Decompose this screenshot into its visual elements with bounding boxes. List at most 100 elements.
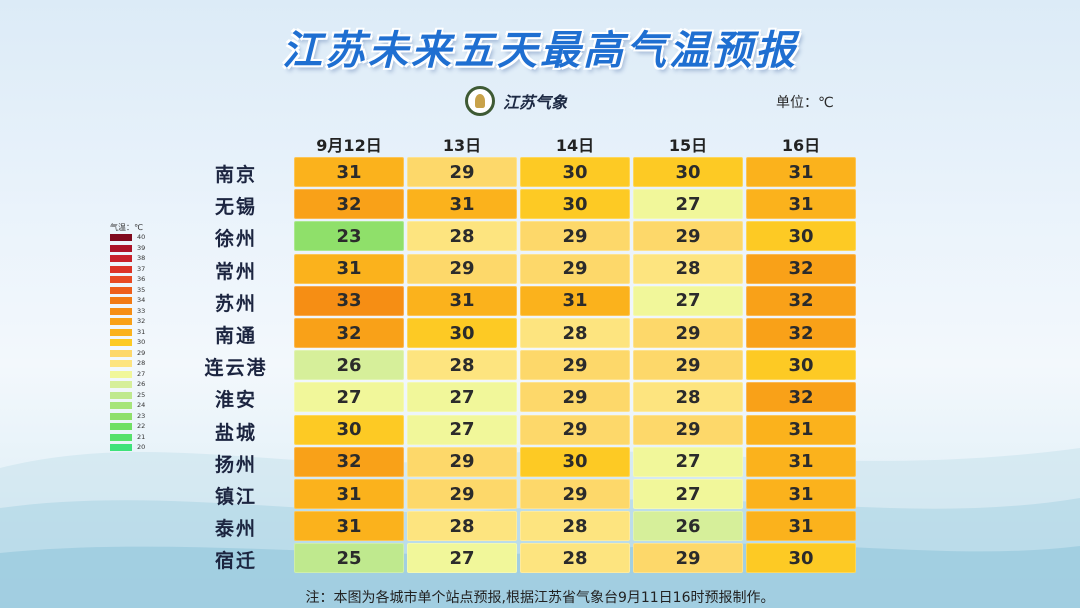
legend-swatch: [110, 297, 132, 304]
temperature-cell: 29: [520, 253, 630, 284]
column-header-0: 9月12日: [316, 136, 382, 155]
temperature-cell: 31: [746, 414, 856, 445]
temperature-cell: 23: [294, 221, 404, 252]
legend-value: 39: [137, 243, 146, 252]
temperature-cell: 27: [633, 285, 743, 316]
temperature-cell: 31: [294, 157, 404, 187]
temperature-cell: 31: [746, 157, 856, 187]
temperature-cell: 30: [294, 414, 404, 445]
temperature-cell: 28: [633, 253, 743, 284]
row-label-city: 苏州: [214, 292, 257, 315]
temperature-cell: 27: [407, 414, 517, 445]
temperature-cell: 29: [633, 318, 743, 348]
logo: 江苏气象: [465, 86, 567, 116]
row-label-city: 无锡: [214, 196, 257, 219]
legend-swatch: [110, 307, 132, 315]
column-header-1: 13日: [442, 136, 482, 155]
legend-value: 38: [137, 254, 146, 262]
temperature-cell: 32: [746, 318, 856, 348]
legend-swatch: [110, 244, 132, 252]
row-label-city: 镇江: [214, 486, 257, 508]
legend-swatch: [110, 349, 132, 357]
legend-swatch: [110, 318, 132, 325]
legend-value: 21: [137, 432, 146, 441]
page-title: 江苏未来五天最高气温预报: [282, 28, 798, 74]
row-label-city: 盐城: [214, 421, 257, 444]
legend-swatch: [110, 433, 132, 441]
temperature-cell: 27: [407, 543, 517, 574]
temperature-cell: 28: [407, 350, 517, 381]
temperature-cell: 26: [294, 350, 404, 381]
legend-value: 24: [137, 401, 146, 409]
legend-title: 气温：℃: [110, 223, 143, 232]
temperature-cell: 32: [294, 446, 404, 477]
legend-swatch: [110, 286, 132, 294]
temperature-cell: 31: [746, 479, 856, 509]
temperature-cell: 26: [633, 511, 743, 542]
row-label-city: 宿迁: [214, 550, 257, 573]
temperature-cell: 32: [746, 382, 856, 413]
legend-value: 31: [137, 327, 146, 336]
temperature-cell: 29: [407, 157, 517, 187]
legend-value: 35: [137, 285, 146, 294]
temperature-cell: 30: [746, 543, 856, 574]
temperature-cell: 31: [746, 511, 856, 542]
temperature-cell: 25: [294, 543, 404, 574]
legend-swatch: [110, 234, 132, 241]
temperature-cell: 28: [407, 511, 517, 542]
temperature-cell: 29: [633, 414, 743, 445]
temperature-cell: 31: [294, 479, 404, 509]
temperature-cell: 31: [294, 511, 404, 542]
temperature-cell: 29: [407, 446, 517, 477]
row-label-city: 泰州: [214, 518, 257, 541]
legend-swatch: [110, 402, 132, 409]
temperature-cell: 30: [746, 350, 856, 381]
temperature-cell: 29: [407, 253, 517, 284]
row-label-city: 淮安: [214, 389, 257, 412]
temperature-cell: 29: [520, 414, 630, 445]
legend-value: 22: [137, 422, 146, 430]
legend-swatch: [110, 412, 132, 420]
row-label-city: 连云港: [204, 357, 268, 380]
legend-value: 23: [137, 411, 146, 420]
temperature-cell: 31: [294, 253, 404, 284]
legend-value: 29: [137, 348, 146, 357]
legend-value: 37: [137, 264, 146, 273]
legend-swatch: [110, 265, 132, 273]
temperature-cell: 31: [407, 189, 517, 220]
temperature-cell: 29: [520, 350, 630, 381]
temperature-cell: 33: [294, 285, 404, 316]
column-header-4: 16日: [781, 136, 821, 155]
legend-swatch: [110, 423, 132, 430]
legend-swatch: [110, 255, 132, 262]
temperature-cell: 29: [520, 479, 630, 509]
legend-value: 20: [137, 443, 146, 451]
row-label-city: 扬州: [214, 453, 257, 476]
temperature-cell: 32: [294, 318, 404, 348]
temperature-cell: 27: [633, 189, 743, 220]
row-label-city: 南京: [214, 164, 257, 186]
temperature-cell: 31: [746, 446, 856, 477]
legend-value: 25: [137, 390, 146, 399]
legend-value: 33: [137, 306, 146, 315]
legend-swatch: [110, 391, 132, 399]
temperature-cell: 29: [633, 350, 743, 381]
temperature-cell: 29: [633, 543, 743, 574]
temperature-cell: 29: [633, 221, 743, 252]
temperature-cell: 27: [407, 382, 517, 413]
temperature-cell: 30: [520, 446, 630, 477]
temperature-cell: 29: [520, 382, 630, 413]
temperature-cell: 28: [520, 318, 630, 348]
row-label-city: 南通: [214, 325, 257, 347]
legend-value: 27: [137, 369, 146, 378]
temperature-cell: 27: [633, 446, 743, 477]
legend-value: 32: [137, 317, 146, 325]
legend-value: 36: [137, 275, 146, 283]
legend-value: 26: [137, 380, 146, 388]
temperature-cell: 28: [520, 543, 630, 574]
temperature-cell: 30: [407, 318, 517, 348]
temperature-cell: 27: [633, 479, 743, 509]
logo-text: 江苏气象: [503, 93, 568, 112]
legend-swatch: [110, 360, 132, 367]
footnote: 注：本图为各城市单个站点预报,根据江苏省气象台9月11日16时预报制作。: [305, 590, 775, 606]
